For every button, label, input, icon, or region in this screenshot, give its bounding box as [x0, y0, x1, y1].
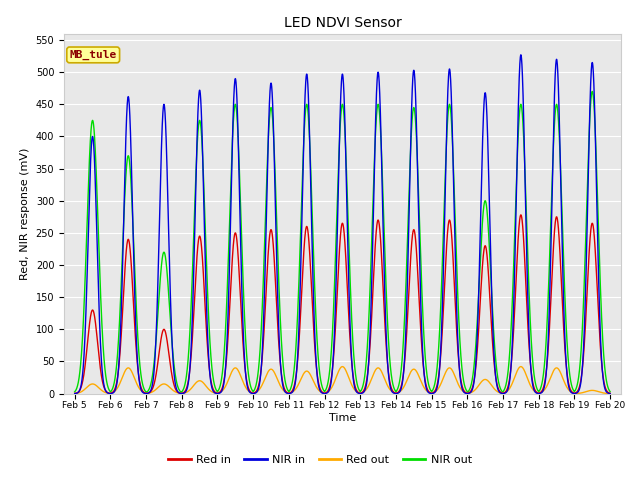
Y-axis label: Red, NIR response (mV): Red, NIR response (mV)	[20, 147, 30, 280]
Title: LED NDVI Sensor: LED NDVI Sensor	[284, 16, 401, 30]
Text: MB_tule: MB_tule	[70, 50, 117, 60]
X-axis label: Time: Time	[329, 413, 356, 423]
Legend: Red in, NIR in, Red out, NIR out: Red in, NIR in, Red out, NIR out	[164, 451, 476, 469]
